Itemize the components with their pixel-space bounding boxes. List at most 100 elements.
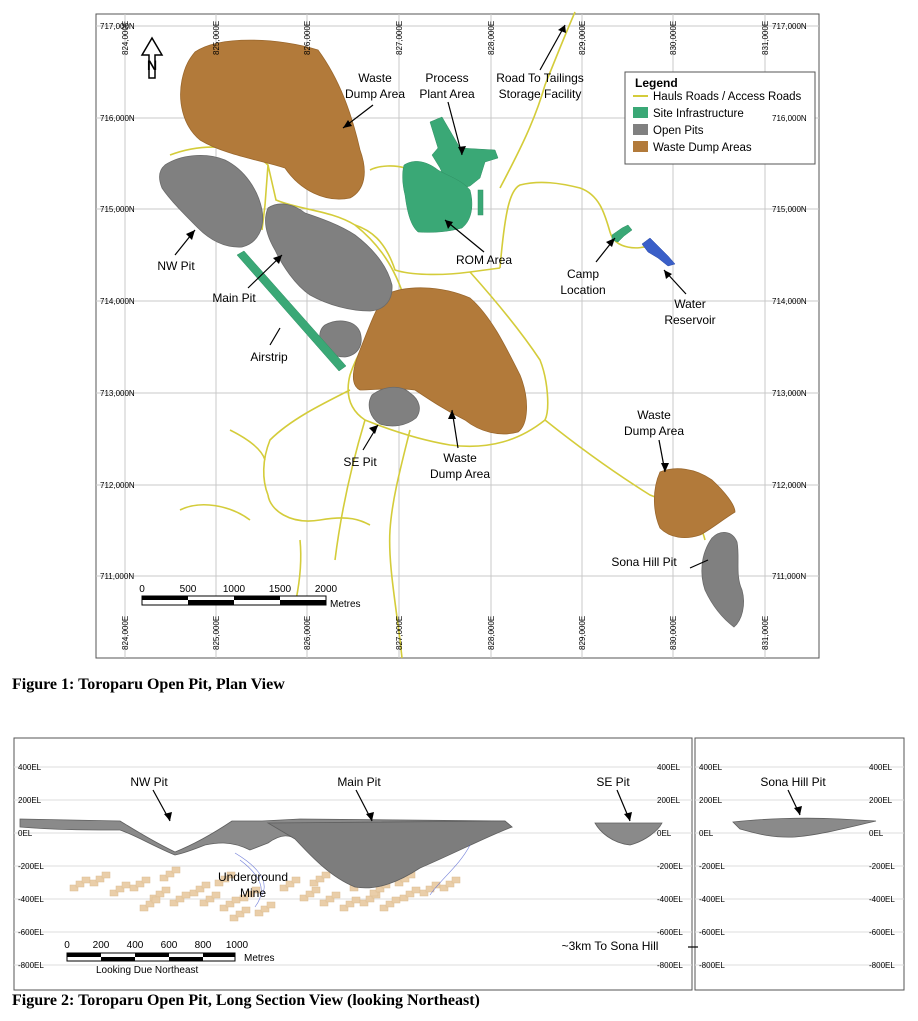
section-scale-tick-label: 400 <box>127 940 144 951</box>
underground-block <box>319 899 329 907</box>
underground-block <box>379 904 389 912</box>
underground-block <box>235 910 245 918</box>
underground-block <box>205 895 215 903</box>
elevation-label-right: 0EL <box>869 829 884 838</box>
waste-dump-label: Waste <box>358 71 392 85</box>
elevation-label-right: -800EL <box>657 961 683 970</box>
underground-block <box>181 891 191 899</box>
elevation-label-right: -200EL <box>657 862 683 871</box>
underground-block <box>95 875 105 883</box>
elevation-label-left: -600EL <box>18 928 44 937</box>
legend-item-label: Hauls Roads / Access Roads <box>653 91 802 103</box>
elevation-label-right: 200EL <box>657 796 681 805</box>
easting-label-top: 830,000E <box>669 21 678 55</box>
section-scale-tick-label: 200 <box>93 940 110 951</box>
northing-label-right: 714,000N <box>772 297 807 306</box>
waste-dump-label: Dump Area <box>345 87 405 101</box>
underground-block <box>225 900 235 908</box>
underground-block <box>299 894 309 902</box>
easting-label-top: 826,000E <box>303 21 312 55</box>
figure-1-caption: Figure 1: Toroparu Open Pit, Plan View <box>12 676 285 693</box>
scale-bar <box>141 595 327 606</box>
to-sona-hill-label: ~3km To Sona Hill <box>562 939 659 953</box>
underground-block <box>311 886 321 894</box>
elevation-label-right: 0EL <box>657 829 672 838</box>
underground-block <box>161 886 171 894</box>
water-reservoir-label: Reservoir <box>664 313 715 327</box>
underground-block <box>260 905 270 913</box>
waste-dump-north <box>180 39 365 200</box>
northing-label-right: 716,000N <box>772 114 807 123</box>
easting-label-bottom: 825,000E <box>212 616 221 650</box>
underground-block <box>254 909 264 917</box>
northing-label-left: 716,000N <box>100 114 135 123</box>
underground-block <box>199 899 209 907</box>
elevation-label-right: -200EL <box>869 862 895 871</box>
elevation-label-left: 200EL <box>18 796 42 805</box>
underground-block <box>171 866 181 874</box>
elevation-label-left: -200EL <box>18 862 44 871</box>
underground-block <box>189 889 199 897</box>
legend-item-label: Open Pits <box>653 125 704 137</box>
underground-block <box>451 876 461 884</box>
underground-block <box>129 884 139 892</box>
underground-block <box>165 870 175 878</box>
nw-pit <box>159 155 264 248</box>
northing-label-right: 715,000N <box>772 205 807 214</box>
easting-label-top: 824,000E <box>121 21 130 55</box>
underground-block <box>291 876 301 884</box>
underground-block <box>214 879 224 887</box>
elevation-label-right: 400EL <box>869 763 893 772</box>
elevation-label-right: -600EL <box>869 928 895 937</box>
figure-2-caption: Figure 2: Toroparu Open Pit, Long Sectio… <box>12 992 480 1009</box>
elevation-label-left: 400EL <box>18 763 42 772</box>
easting-label-bottom: 824,000E <box>121 616 130 650</box>
underground-block <box>220 875 230 883</box>
underground-block <box>231 896 241 904</box>
north-arrow: N <box>140 36 164 79</box>
camp-label: Camp <box>567 267 599 281</box>
underground-block <box>305 890 315 898</box>
underground-block <box>109 889 119 897</box>
legend-item-label: Waste Dump Areas <box>653 142 752 154</box>
underground-block <box>351 896 361 904</box>
underground-block <box>439 884 449 892</box>
underground-block <box>399 894 409 902</box>
northing-label-left: 715,000N <box>100 205 135 214</box>
legend-swatch <box>633 141 648 152</box>
northing-label-left: 714,000N <box>100 297 135 306</box>
underground-block <box>251 886 261 894</box>
northing-label-right: 711,000N <box>772 572 806 581</box>
underground-block <box>321 871 331 879</box>
northing-label-right: 712,000N <box>772 481 807 490</box>
sona-hill-pit-section-label: Sona Hill Pit <box>760 775 826 789</box>
underground-block <box>309 879 319 887</box>
underground-mine-label: Mine <box>240 886 266 900</box>
underground-block <box>369 889 379 897</box>
camp-label: Location <box>560 283 605 297</box>
northing-label-right: 717,000N <box>772 22 807 31</box>
easting-label-bottom: 828,000E <box>487 616 496 650</box>
main-pit <box>265 203 393 312</box>
svg-text:Legend: Legend <box>635 76 678 90</box>
elevation-label-right: -600EL <box>657 928 683 937</box>
elevation-label-right: -400EL <box>869 895 895 904</box>
elevation-label-left: -200EL <box>699 862 725 871</box>
waste-dump-label: Waste <box>443 451 477 465</box>
elevation-label-left: -800EL <box>699 961 725 970</box>
underground-block <box>315 875 325 883</box>
easting-label-bottom: 827,000E <box>395 616 404 650</box>
process-plant-infrastructure <box>429 116 499 191</box>
underground-mine-label: Underground <box>218 870 288 884</box>
underground-block <box>285 880 295 888</box>
underground-block <box>201 881 211 889</box>
legend-swatch <box>633 124 648 135</box>
main-pit-label: Main Pit <box>212 291 256 305</box>
section-scale-tick-label: 600 <box>161 940 178 951</box>
nw-pit-section-label: NW Pit <box>130 775 168 789</box>
section-scale-tick-label: 0 <box>64 940 70 951</box>
long-section-view: NW Pit Main Pit SE Pit Sona Hill Pit Undergr… <box>13 737 905 991</box>
underground-block <box>89 879 99 887</box>
elevation-label-left: 0EL <box>18 829 33 838</box>
underground-block <box>391 896 401 904</box>
